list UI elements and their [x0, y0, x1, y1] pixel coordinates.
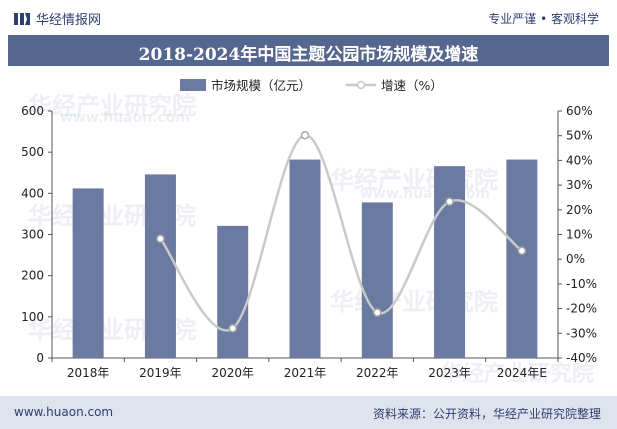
growth-point — [373, 308, 382, 317]
y-right-tick-label: -20% — [566, 302, 597, 316]
growth-point — [228, 324, 237, 333]
growth-point — [300, 130, 310, 140]
brand: 华经情报网 — [14, 9, 101, 28]
bar — [72, 188, 104, 358]
y-left-tick-label: 400 — [21, 186, 44, 200]
y-right-tick-label: 10% — [566, 228, 593, 242]
bar — [434, 166, 466, 358]
x-tick-label: 2022年 — [356, 366, 399, 380]
y-left-tick-label: 0 — [36, 351, 44, 365]
slogan: 专业严谨 • 客观科学 — [488, 12, 599, 26]
y-left-tick-label: 200 — [21, 269, 44, 283]
bar — [289, 159, 321, 358]
growth-line — [159, 133, 523, 332]
site-url: www.huaon.com — [14, 405, 114, 419]
y-left-tick-label: 300 — [21, 228, 44, 242]
bar — [144, 174, 176, 358]
x-tick-label: 2021年 — [284, 366, 327, 380]
x-tick-label: 2024年E — [497, 366, 547, 380]
footer: www.huaon.com 资料来源：公开资料，华经产业研究院整理 — [0, 396, 617, 429]
growth-point — [517, 246, 527, 256]
y-left-tick-label: 500 — [21, 145, 44, 159]
y-right-tick-label: -30% — [566, 326, 597, 340]
y-right-tick-label: 60% — [566, 104, 593, 118]
logo-icon — [14, 12, 30, 25]
growth-point — [156, 234, 165, 243]
y-right-tick-label: -10% — [566, 277, 597, 291]
y-left-tick-label: 100 — [21, 310, 44, 324]
chart-area: 市场规模（亿元） 增速（%） 0 100 200 300 400 500 600 -40% -30%… — [21, 78, 597, 380]
chart-title: 2018-2024年中国主题公园市场规模及增速 — [138, 45, 479, 65]
x-tick-label: 2019年 — [139, 366, 182, 380]
legend-bar-label: 市场规模（亿元） — [211, 78, 311, 93]
legend-bar-swatch — [180, 79, 206, 91]
y-right-tick-label: 50% — [566, 129, 593, 143]
bar — [217, 225, 249, 358]
bar — [506, 159, 538, 358]
source-note: 资料来源：公开资料，华经产业研究院整理 — [372, 407, 601, 421]
y-left-tick-label: 600 — [21, 104, 44, 118]
y-right-tick-label: 0% — [566, 252, 585, 266]
growth-point — [445, 197, 454, 206]
y-right-tick-label: -40% — [566, 351, 597, 365]
y-right-tick-label: 30% — [566, 178, 593, 192]
x-tick-label: 2018年 — [67, 366, 110, 380]
x-tick-label: 2023年 — [428, 366, 471, 380]
legend-line-marker — [356, 80, 366, 90]
y-right-tick-label: 20% — [566, 203, 593, 217]
top-bar: 华经情报网 专业严谨 • 客观科学 — [0, 0, 617, 34]
legend-line-label: 增速（%） — [381, 78, 443, 93]
brand-name: 华经情报网 — [36, 13, 102, 28]
x-tick-label: 2020年 — [211, 366, 254, 380]
y-right-tick-label: 40% — [566, 153, 593, 167]
bar — [361, 202, 393, 358]
title-bar: 2018-2024年中国主题公园市场规模及增速 — [8, 35, 609, 66]
